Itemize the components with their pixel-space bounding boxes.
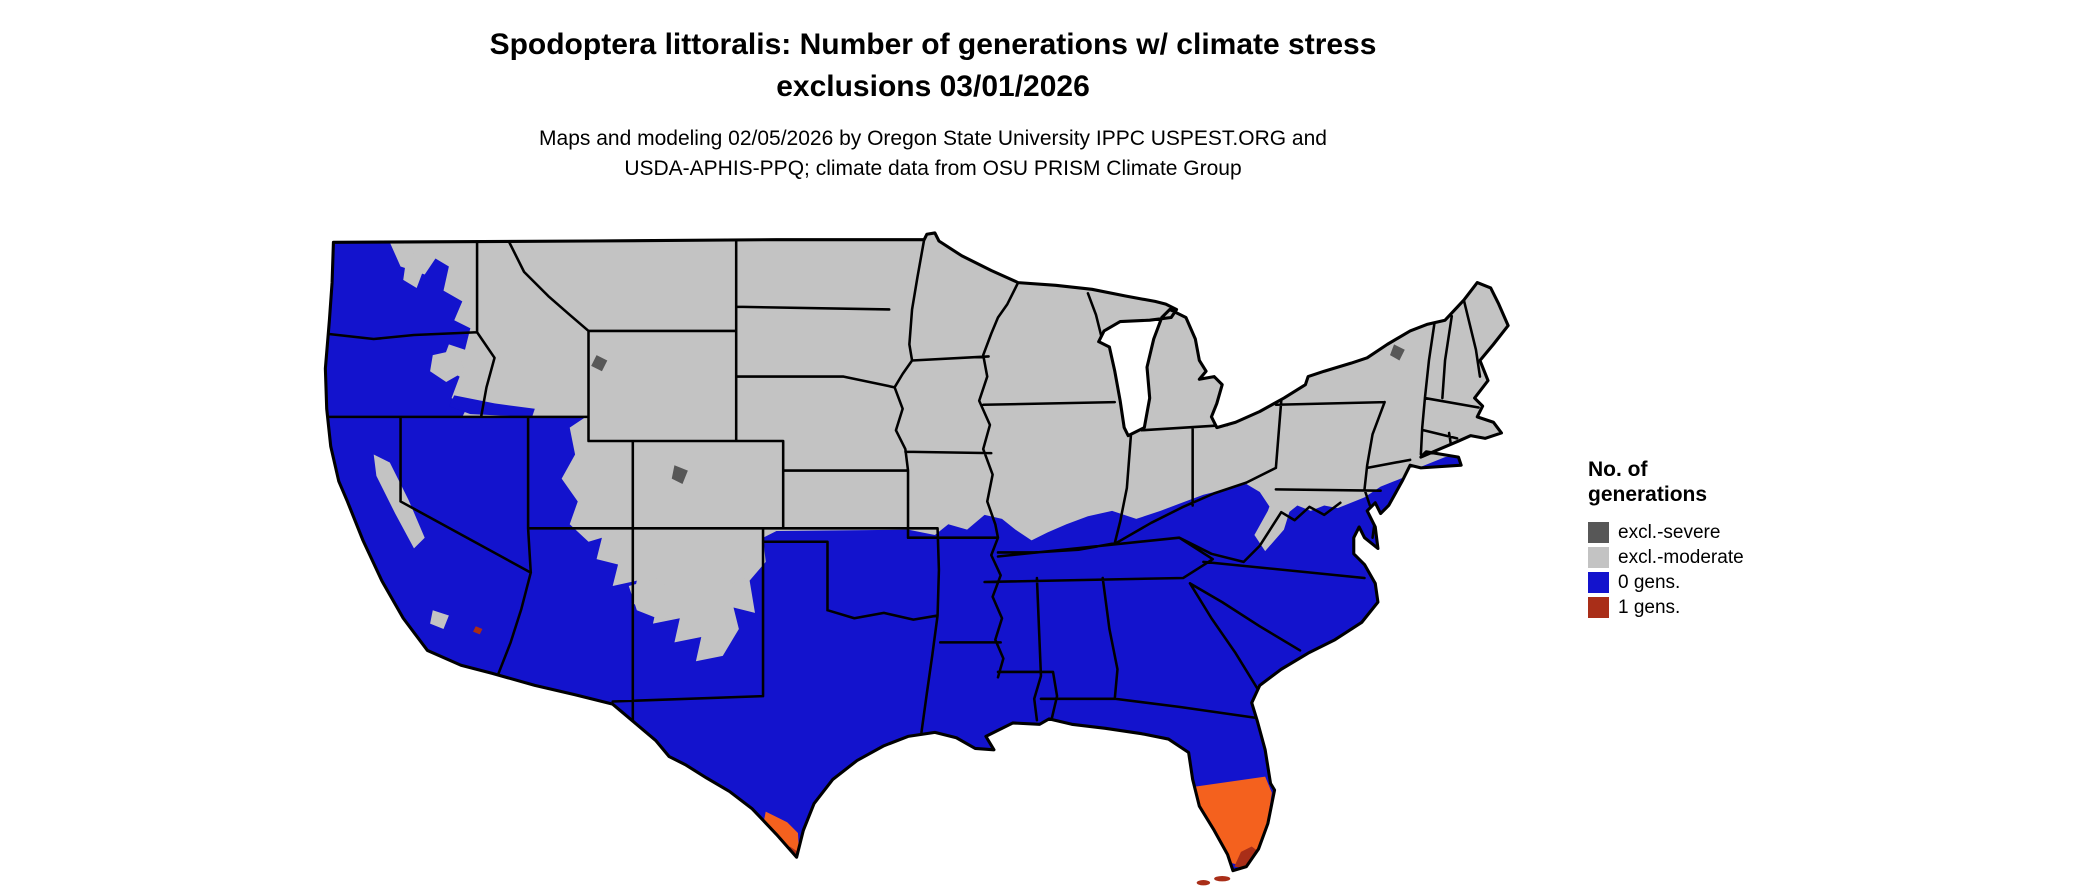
legend-item-1-gens: 1 gens. (1588, 596, 1848, 618)
legend-swatch-0-gens (1588, 571, 1609, 593)
legend-item-0-gens: 0 gens. (1588, 571, 1848, 593)
legend-swatch-1-gens (1588, 596, 1609, 618)
legend-swatch-excl-moderate (1588, 546, 1609, 568)
state-borders (325, 238, 1482, 734)
legend-label-excl-severe: excl.-severe (1618, 521, 1721, 543)
map-title-line1: Spodoptera littoralis: Number of generat… (489, 28, 1377, 61)
us-outline (323, 231, 1510, 873)
region-0-generations-snake-plain (448, 395, 535, 417)
legend-title-line2: generations (1588, 482, 1708, 506)
map-title: Spodoptera littoralis: Number of generat… (0, 24, 1866, 108)
legend-swatch-excl-severe (1588, 521, 1609, 543)
legend: No. of generations excl.-severe excl.-mod… (1588, 458, 1848, 622)
florida-keys (1196, 876, 1231, 886)
florida-keys-island (1214, 876, 1231, 882)
us-map (320, 226, 1535, 891)
florida-keys-island (1196, 880, 1211, 886)
map-fill-layers (325, 232, 1509, 871)
map-subtitle-line2: USDA-APHIS-PPQ; climate data from OSU PR… (624, 157, 1242, 181)
map-subtitle-line1: Maps and modeling 02/05/2026 by Oregon S… (539, 127, 1327, 150)
map-title-line2: exclusions 03/01/2026 (776, 70, 1090, 103)
legend-item-excl-severe: excl.-severe (1588, 521, 1848, 543)
legend-label-1-gens: 1 gens. (1618, 596, 1681, 618)
legend-label-excl-moderate: excl.-moderate (1618, 546, 1744, 568)
legend-label-0-gens: 0 gens. (1618, 571, 1681, 593)
legend-title: No. of generations (1588, 458, 1848, 508)
title-block: Spodoptera littoralis: Number of generat… (0, 24, 1866, 185)
region-partial-generation-orange (763, 776, 1272, 867)
map-subtitle: Maps and modeling 02/05/2026 by Oregon S… (0, 124, 1866, 185)
legend-title-line1: No. of (1588, 458, 1648, 481)
legend-item-excl-moderate: excl.-moderate (1588, 546, 1848, 568)
us-map-svg (323, 231, 1510, 886)
